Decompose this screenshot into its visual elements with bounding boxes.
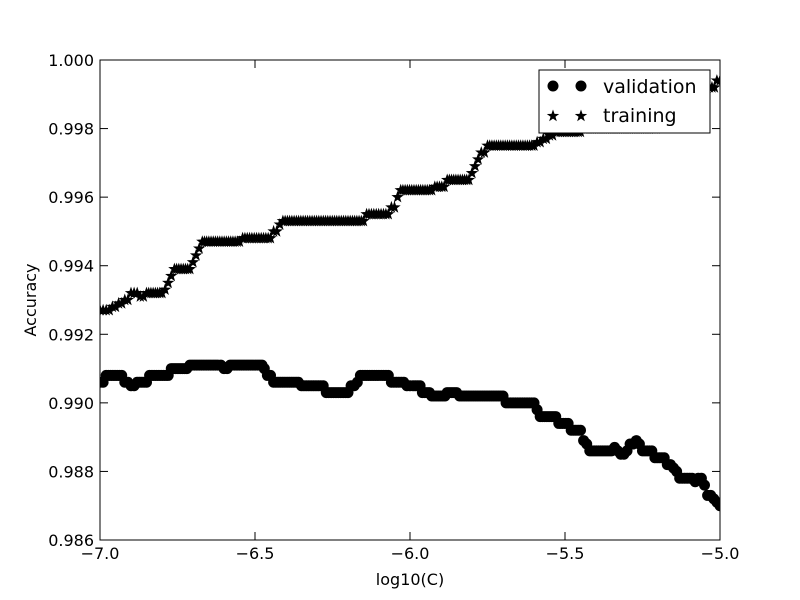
x-tick-label: −7.0 xyxy=(81,544,120,563)
training-point xyxy=(233,235,246,247)
x-tick-label: −5.0 xyxy=(701,544,740,563)
training-point xyxy=(437,180,451,193)
legend: validation training xyxy=(538,69,711,134)
training-point xyxy=(540,132,553,145)
y-tick-label: 0.994 xyxy=(48,257,94,276)
validation-point xyxy=(575,424,586,436)
training-point xyxy=(391,190,404,203)
legend-validation-dot xyxy=(547,80,559,92)
x-tick-label: −5.5 xyxy=(546,544,585,563)
training-point xyxy=(158,283,172,295)
training-point xyxy=(189,248,203,261)
training-point xyxy=(357,214,370,227)
y-tick-label: 0.988 xyxy=(48,462,94,481)
series-validation xyxy=(100,359,720,512)
legend-training-marker xyxy=(546,109,588,122)
training-point xyxy=(273,218,286,230)
validation-point xyxy=(699,479,710,491)
training-point xyxy=(155,286,169,299)
training-point xyxy=(186,255,200,268)
x-tick-label: −6.5 xyxy=(236,544,275,563)
legend-training-star xyxy=(574,109,588,122)
y-tick-label: 0.986 xyxy=(48,531,94,550)
training-point xyxy=(382,207,395,220)
training-point xyxy=(468,159,482,172)
validation-point xyxy=(714,500,720,512)
legend-validation-marker xyxy=(547,80,587,92)
y-tick-label: 0.996 xyxy=(48,188,94,207)
training-point xyxy=(137,290,150,302)
legend-validation-dot xyxy=(575,80,587,92)
training-point xyxy=(270,224,283,237)
y-axis-label: Accuracy xyxy=(21,263,40,336)
training-point xyxy=(713,74,720,86)
training-point xyxy=(115,296,128,309)
training-point xyxy=(478,146,491,158)
y-tick-label: 0.990 xyxy=(48,394,94,413)
x-tick-label: −6.0 xyxy=(391,544,430,563)
legend-training-star xyxy=(546,109,560,122)
legend-label-training: training xyxy=(603,105,677,127)
training-point xyxy=(162,276,175,289)
training-point xyxy=(193,242,206,254)
training-point xyxy=(465,166,479,179)
training-point xyxy=(109,300,122,313)
training-point xyxy=(708,80,720,93)
training-point xyxy=(131,286,144,299)
x-axis-label: log10(C) xyxy=(376,570,444,589)
training-point xyxy=(388,200,401,213)
training-point xyxy=(121,293,135,306)
training-point xyxy=(546,128,559,141)
training-point xyxy=(534,135,547,148)
training-point xyxy=(527,139,541,151)
training-point xyxy=(472,152,485,165)
training-point xyxy=(183,262,197,275)
training-point xyxy=(165,269,178,282)
axis-ticks: −7.0 −6.5 −6.0 −5.5 −5.0 0.986 0.988 0.990 0.992… xyxy=(48,51,739,563)
y-tick-label: 1.000 xyxy=(48,51,94,70)
y-tick-label: 0.998 xyxy=(48,120,94,139)
y-tick-label: 0.992 xyxy=(48,325,94,344)
training-point xyxy=(103,303,116,316)
training-point xyxy=(264,231,277,244)
plot-data-layer xyxy=(100,74,720,512)
legend-label-validation: validation xyxy=(603,76,697,98)
legend-box xyxy=(538,69,711,134)
training-point xyxy=(462,173,476,186)
training-point xyxy=(425,183,438,196)
